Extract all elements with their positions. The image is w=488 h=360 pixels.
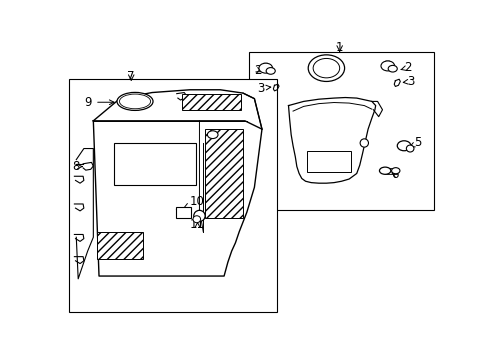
Bar: [68, 79, 277, 312]
Bar: [97, 232, 142, 260]
Circle shape: [312, 58, 339, 78]
Text: 1: 1: [335, 41, 343, 54]
Ellipse shape: [406, 145, 413, 152]
Circle shape: [265, 68, 275, 74]
Text: 7: 7: [127, 70, 135, 83]
Circle shape: [259, 63, 272, 73]
Text: 4: 4: [307, 60, 317, 73]
Text: 10: 10: [183, 195, 204, 208]
Text: 6: 6: [390, 168, 398, 181]
Circle shape: [396, 141, 410, 151]
Circle shape: [387, 66, 396, 72]
Ellipse shape: [193, 210, 205, 221]
Bar: [205, 129, 243, 218]
Text: 2: 2: [400, 61, 411, 74]
Bar: [114, 143, 195, 185]
Ellipse shape: [379, 167, 390, 174]
Ellipse shape: [391, 168, 399, 174]
Circle shape: [207, 131, 218, 139]
Circle shape: [307, 55, 344, 81]
Ellipse shape: [193, 216, 200, 223]
Text: 3: 3: [256, 82, 270, 95]
Bar: [175, 207, 190, 219]
Text: 2: 2: [254, 64, 262, 77]
Ellipse shape: [119, 94, 150, 109]
Text: 8: 8: [72, 160, 82, 173]
Text: 9: 9: [84, 96, 114, 109]
Text: 3: 3: [403, 75, 413, 88]
Text: 11: 11: [190, 218, 204, 231]
Ellipse shape: [117, 93, 153, 111]
Bar: [248, 51, 433, 210]
Bar: [182, 94, 241, 110]
Text: 5: 5: [408, 136, 421, 149]
Ellipse shape: [359, 139, 368, 147]
Bar: [307, 151, 350, 172]
Circle shape: [380, 61, 394, 71]
